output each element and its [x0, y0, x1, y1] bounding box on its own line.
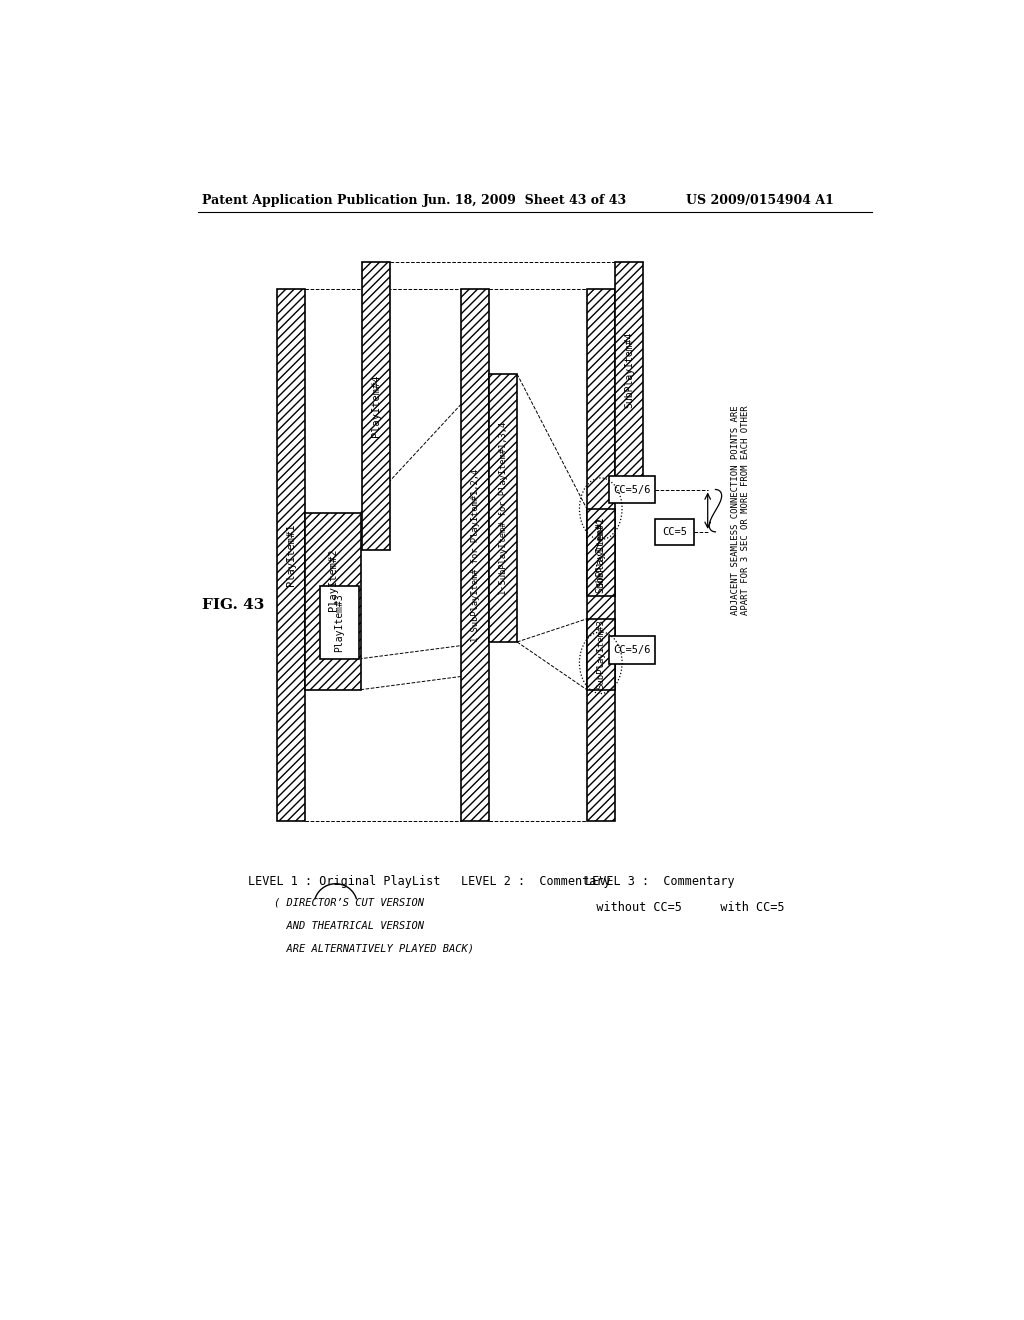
Bar [587, 619, 614, 689]
Text: LEVEL 3 :  Commentary: LEVEL 3 : Commentary [586, 875, 735, 887]
Text: LEVEL 1 : Original PlayList: LEVEL 1 : Original PlayList [248, 875, 440, 887]
Bar [655, 519, 693, 545]
Bar [276, 289, 305, 821]
Text: PlayItem#3: PlayItem#3 [335, 593, 344, 652]
Text: AND THEATRICAL VERSION: AND THEATRICAL VERSION [273, 921, 424, 931]
Text: CC=5/6: CC=5/6 [613, 484, 650, 495]
Text: SubPlayItem#4: SubPlayItem#4 [624, 331, 634, 408]
Text: PlayItem#4: PlayItem#4 [371, 375, 381, 437]
Bar [461, 289, 489, 821]
Text: ARE ALTERNATIVELY PLAYED BACK): ARE ALTERNATIVELY PLAYED BACK) [273, 944, 474, 954]
Text: ( DIRECTOR’S CUT VERSION: ( DIRECTOR’S CUT VERSION [273, 898, 424, 908]
Text: 1·SubPlayItem# for PlayItem#1,2,4: 1·SubPlayItem# for PlayItem#1,2,4 [471, 469, 479, 642]
Text: SubPlayItem#1: SubPlayItem#1 [596, 516, 606, 593]
Bar [362, 263, 390, 549]
Text: CC=5: CC=5 [662, 527, 687, 537]
Bar [489, 374, 517, 642]
Text: ADJACENT SEAMLESS CONNECTION POINTS ARE
APART FOR 3 SEC OR MORE FROM EACH OTHER: ADJACENT SEAMLESS CONNECTION POINTS ARE … [731, 405, 751, 615]
Text: 1·SubPlayItem# for PlayItem#1,3,4: 1·SubPlayItem# for PlayItem#1,3,4 [499, 421, 508, 594]
Text: CC=5/6: CC=5/6 [613, 644, 650, 655]
Text: FIG. 43: FIG. 43 [202, 598, 264, 612]
Bar [305, 512, 360, 689]
Text: Jun. 18, 2009  Sheet 43 of 43: Jun. 18, 2009 Sheet 43 of 43 [423, 194, 627, 207]
Text: LEVEL 2 :  Commentary: LEVEL 2 : Commentary [461, 875, 611, 887]
Text: with CC=5: with CC=5 [586, 902, 784, 915]
Bar [587, 289, 614, 821]
Text: SubPlayItem#3: SubPlayItem#3 [596, 619, 605, 689]
Bar [614, 263, 643, 478]
Text: US 2009/0154904 A1: US 2009/0154904 A1 [686, 194, 834, 207]
Text: PlayItem#1: PlayItem#1 [286, 524, 296, 586]
Bar [587, 508, 614, 595]
Text: Patent Application Publication: Patent Application Publication [202, 194, 417, 207]
Text: without CC=5: without CC=5 [461, 902, 682, 915]
Bar [608, 636, 655, 664]
Bar [321, 586, 359, 659]
Text: PlayItem#2: PlayItem#2 [328, 549, 338, 611]
Text: SubPlayItem#2: SubPlayItem#2 [596, 517, 605, 587]
Bar [608, 475, 655, 503]
